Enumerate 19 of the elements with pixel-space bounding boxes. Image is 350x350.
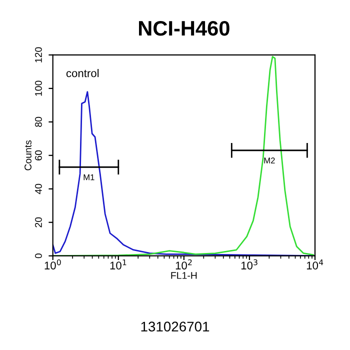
x-tick-label: 10$^{0}$ — [44, 259, 61, 270]
text: 131026701 — [141, 322, 210, 332]
chart-title: NCI-H460 — [139, 20, 230, 36]
x-tick-label: 10$^{2}$ — [176, 259, 192, 270]
y-tick-label: 60 — [35, 150, 42, 160]
y-tick-label: 80 — [35, 116, 42, 127]
y-tick-label: 40 — [35, 184, 42, 194]
series-label: M2 — [264, 158, 275, 164]
annotation: control — [66, 69, 99, 78]
y-tick-label: 0 — [35, 254, 42, 258]
y-axis-title: Counts — [24, 140, 32, 170]
x-axis-title: FL1-H — [171, 272, 197, 279]
y-tick-label: 20 — [35, 217, 42, 228]
series-label: M1 — [84, 174, 94, 180]
x-tick-label: 10$^{1}$ — [110, 259, 126, 270]
y-tick-label: 100 — [35, 80, 42, 96]
x-tick-label: 10$^{4}$ — [306, 259, 324, 270]
x-tick-label: 10$^{3}$ — [241, 259, 258, 270]
y-tick-label: 120 — [35, 47, 42, 62]
